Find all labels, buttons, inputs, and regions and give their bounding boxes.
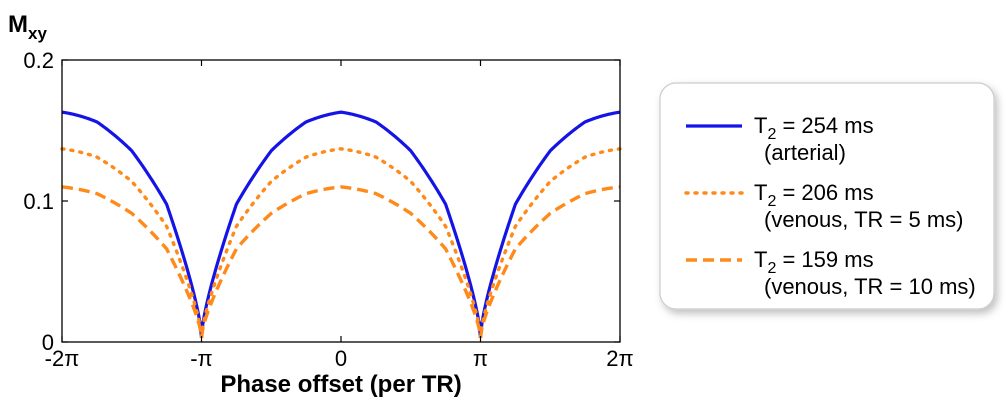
- legend-note-2: (venous, TR = 5 ms): [764, 207, 964, 232]
- ticks-layer: -2π -π 0 π 2π 0 0.1 0.2: [23, 48, 633, 371]
- legend-label-1: T2 = 254 ms: [754, 113, 874, 143]
- legend: T2 = 254 ms(arterial)T2 = 206 ms(venous,…: [659, 82, 995, 310]
- series-line-3: [61, 185, 621, 338]
- plot-frame: [61, 59, 621, 343]
- legend-label-3: T2 = 159 ms: [754, 247, 874, 277]
- x-tick-label: 2π: [606, 346, 633, 371]
- series-line-1: [61, 110, 621, 338]
- x-tick-label: π: [473, 346, 488, 371]
- legend-note-3: (venous, TR = 10 ms): [764, 274, 976, 299]
- legend-label-2: T2 = 206 ms: [754, 180, 874, 210]
- legend-box: [659, 82, 995, 310]
- plot-area: -2π -π 0 π 2π 0 0.1 0.2: [23, 48, 633, 371]
- legend-items: T2 = 254 ms(arterial)T2 = 206 ms(venous,…: [684, 113, 976, 299]
- y-tick-label: 0: [42, 330, 54, 355]
- x-tick-label: 0: [335, 346, 347, 371]
- legend-note-1: (arterial): [764, 140, 846, 165]
- series-layer: [60, 110, 622, 338]
- series-line-2: [60, 147, 622, 338]
- x-axis-title: Phase offset (per TR): [220, 371, 461, 398]
- x-tick-label: -2π: [45, 346, 80, 371]
- x-tick-label: -π: [190, 346, 213, 371]
- y-tick-label: 0.1: [23, 189, 54, 214]
- y-tick-label: 0.2: [23, 48, 54, 73]
- y-axis-title: Mxy: [8, 11, 47, 43]
